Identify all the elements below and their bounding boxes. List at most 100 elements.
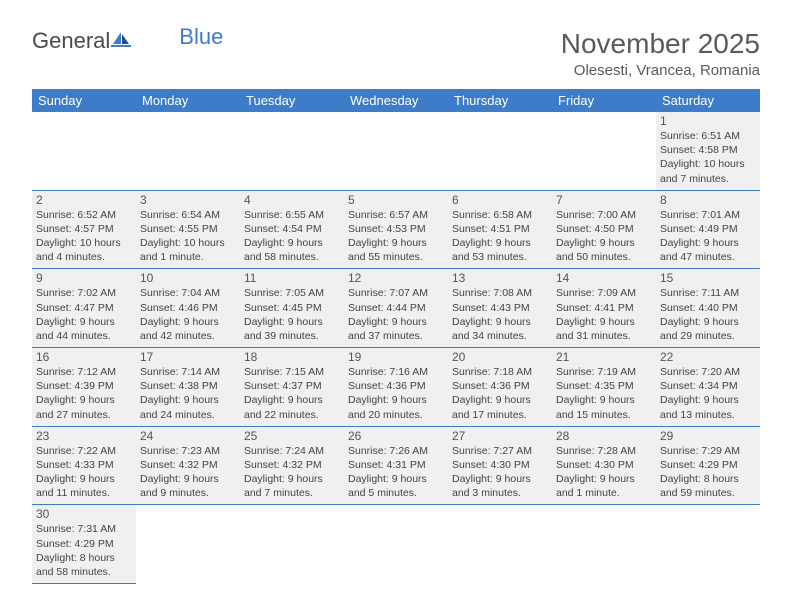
calendar-cell: 22Sunrise: 7:20 AMSunset: 4:34 PMDayligh…	[656, 348, 760, 427]
day-number: 6	[452, 193, 548, 207]
day-info: Sunrise: 6:58 AMSunset: 4:51 PMDaylight:…	[452, 208, 548, 265]
day-number: 29	[660, 429, 756, 443]
day-number: 12	[348, 271, 444, 285]
weekday-header: Thursday	[448, 89, 552, 112]
day-info: Sunrise: 7:14 AMSunset: 4:38 PMDaylight:…	[140, 365, 236, 422]
day-info: Sunrise: 7:24 AMSunset: 4:32 PMDaylight:…	[244, 444, 340, 501]
day-number: 20	[452, 350, 548, 364]
day-number: 10	[140, 271, 236, 285]
calendar-cell: 23Sunrise: 7:22 AMSunset: 4:33 PMDayligh…	[32, 426, 136, 505]
header: General Blue November 2025 Olesesti, Vra…	[32, 28, 760, 79]
calendar-table: SundayMondayTuesdayWednesdayThursdayFrid…	[32, 89, 760, 584]
calendar-cell: 20Sunrise: 7:18 AMSunset: 4:36 PMDayligh…	[448, 348, 552, 427]
calendar-cell	[448, 505, 552, 584]
day-info: Sunrise: 7:05 AMSunset: 4:45 PMDaylight:…	[244, 286, 340, 343]
calendar-cell: 3Sunrise: 6:54 AMSunset: 4:55 PMDaylight…	[136, 190, 240, 269]
calendar-cell: 15Sunrise: 7:11 AMSunset: 4:40 PMDayligh…	[656, 269, 760, 348]
day-info: Sunrise: 6:52 AMSunset: 4:57 PMDaylight:…	[36, 208, 132, 265]
calendar-cell: 13Sunrise: 7:08 AMSunset: 4:43 PMDayligh…	[448, 269, 552, 348]
day-info: Sunrise: 7:09 AMSunset: 4:41 PMDaylight:…	[556, 286, 652, 343]
calendar-body: 1Sunrise: 6:51 AMSunset: 4:58 PMDaylight…	[32, 112, 760, 584]
weekday-header: Wednesday	[344, 89, 448, 112]
day-info: Sunrise: 7:11 AMSunset: 4:40 PMDaylight:…	[660, 286, 756, 343]
day-info: Sunrise: 7:23 AMSunset: 4:32 PMDaylight:…	[140, 444, 236, 501]
calendar-cell: 9Sunrise: 7:02 AMSunset: 4:47 PMDaylight…	[32, 269, 136, 348]
day-number: 8	[660, 193, 756, 207]
calendar-cell: 19Sunrise: 7:16 AMSunset: 4:36 PMDayligh…	[344, 348, 448, 427]
month-title: November 2025	[561, 28, 760, 60]
day-number: 24	[140, 429, 236, 443]
calendar-cell: 17Sunrise: 7:14 AMSunset: 4:38 PMDayligh…	[136, 348, 240, 427]
day-number: 17	[140, 350, 236, 364]
day-info: Sunrise: 7:01 AMSunset: 4:49 PMDaylight:…	[660, 208, 756, 265]
day-info: Sunrise: 7:28 AMSunset: 4:30 PMDaylight:…	[556, 444, 652, 501]
weekday-header: Sunday	[32, 89, 136, 112]
day-info: Sunrise: 7:15 AMSunset: 4:37 PMDaylight:…	[244, 365, 340, 422]
day-info: Sunrise: 6:57 AMSunset: 4:53 PMDaylight:…	[348, 208, 444, 265]
day-info: Sunrise: 7:02 AMSunset: 4:47 PMDaylight:…	[36, 286, 132, 343]
calendar-cell: 1Sunrise: 6:51 AMSunset: 4:58 PMDaylight…	[656, 112, 760, 190]
day-number: 3	[140, 193, 236, 207]
day-info: Sunrise: 7:16 AMSunset: 4:36 PMDaylight:…	[348, 365, 444, 422]
day-info: Sunrise: 7:19 AMSunset: 4:35 PMDaylight:…	[556, 365, 652, 422]
weekday-header: Friday	[552, 89, 656, 112]
calendar-head: SundayMondayTuesdayWednesdayThursdayFrid…	[32, 89, 760, 112]
calendar-cell: 27Sunrise: 7:27 AMSunset: 4:30 PMDayligh…	[448, 426, 552, 505]
calendar-cell	[32, 112, 136, 190]
day-number: 28	[556, 429, 652, 443]
day-number: 14	[556, 271, 652, 285]
day-info: Sunrise: 7:29 AMSunset: 4:29 PMDaylight:…	[660, 444, 756, 501]
calendar-cell: 6Sunrise: 6:58 AMSunset: 4:51 PMDaylight…	[448, 190, 552, 269]
calendar-cell	[136, 112, 240, 190]
calendar-cell: 11Sunrise: 7:05 AMSunset: 4:45 PMDayligh…	[240, 269, 344, 348]
calendar-cell: 16Sunrise: 7:12 AMSunset: 4:39 PMDayligh…	[32, 348, 136, 427]
day-number: 2	[36, 193, 132, 207]
calendar-cell: 28Sunrise: 7:28 AMSunset: 4:30 PMDayligh…	[552, 426, 656, 505]
day-number: 25	[244, 429, 340, 443]
day-number: 27	[452, 429, 548, 443]
calendar-cell: 26Sunrise: 7:26 AMSunset: 4:31 PMDayligh…	[344, 426, 448, 505]
calendar-cell	[240, 112, 344, 190]
logo-text-blue: Blue	[179, 24, 223, 50]
calendar-cell: 10Sunrise: 7:04 AMSunset: 4:46 PMDayligh…	[136, 269, 240, 348]
day-info: Sunrise: 7:27 AMSunset: 4:30 PMDaylight:…	[452, 444, 548, 501]
day-info: Sunrise: 7:20 AMSunset: 4:34 PMDaylight:…	[660, 365, 756, 422]
weekday-header: Tuesday	[240, 89, 344, 112]
calendar-cell: 7Sunrise: 7:00 AMSunset: 4:50 PMDaylight…	[552, 190, 656, 269]
calendar-cell: 25Sunrise: 7:24 AMSunset: 4:32 PMDayligh…	[240, 426, 344, 505]
day-info: Sunrise: 7:00 AMSunset: 4:50 PMDaylight:…	[556, 208, 652, 265]
day-info: Sunrise: 7:04 AMSunset: 4:46 PMDaylight:…	[140, 286, 236, 343]
weekday-header: Saturday	[656, 89, 760, 112]
calendar-cell	[344, 505, 448, 584]
calendar-cell: 24Sunrise: 7:23 AMSunset: 4:32 PMDayligh…	[136, 426, 240, 505]
calendar-cell: 29Sunrise: 7:29 AMSunset: 4:29 PMDayligh…	[656, 426, 760, 505]
calendar-cell	[240, 505, 344, 584]
title-block: November 2025 Olesesti, Vrancea, Romania	[561, 28, 760, 79]
day-info: Sunrise: 7:07 AMSunset: 4:44 PMDaylight:…	[348, 286, 444, 343]
calendar-cell	[448, 112, 552, 190]
day-info: Sunrise: 7:12 AMSunset: 4:39 PMDaylight:…	[36, 365, 132, 422]
day-number: 16	[36, 350, 132, 364]
calendar-cell: 18Sunrise: 7:15 AMSunset: 4:37 PMDayligh…	[240, 348, 344, 427]
day-info: Sunrise: 7:08 AMSunset: 4:43 PMDaylight:…	[452, 286, 548, 343]
calendar-cell: 14Sunrise: 7:09 AMSunset: 4:41 PMDayligh…	[552, 269, 656, 348]
day-number: 15	[660, 271, 756, 285]
day-info: Sunrise: 7:22 AMSunset: 4:33 PMDaylight:…	[36, 444, 132, 501]
day-number: 23	[36, 429, 132, 443]
calendar-cell	[552, 112, 656, 190]
calendar-cell: 2Sunrise: 6:52 AMSunset: 4:57 PMDaylight…	[32, 190, 136, 269]
day-number: 26	[348, 429, 444, 443]
day-info: Sunrise: 6:51 AMSunset: 4:58 PMDaylight:…	[660, 129, 756, 186]
logo-text-general: General	[32, 28, 110, 54]
day-number: 9	[36, 271, 132, 285]
day-number: 7	[556, 193, 652, 207]
calendar-cell	[136, 505, 240, 584]
calendar-cell	[656, 505, 760, 584]
logo: General Blue	[32, 28, 175, 54]
weekday-header: Monday	[136, 89, 240, 112]
calendar-cell: 4Sunrise: 6:55 AMSunset: 4:54 PMDaylight…	[240, 190, 344, 269]
day-info: Sunrise: 6:55 AMSunset: 4:54 PMDaylight:…	[244, 208, 340, 265]
day-number: 13	[452, 271, 548, 285]
calendar-cell	[344, 112, 448, 190]
day-number: 4	[244, 193, 340, 207]
